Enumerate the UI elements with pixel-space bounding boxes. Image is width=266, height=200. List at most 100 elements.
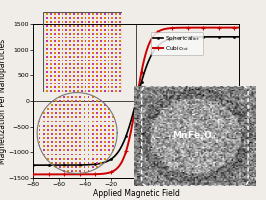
Point <box>53 47 57 51</box>
Point <box>62 99 66 102</box>
Point <box>60 82 65 85</box>
Point <box>66 153 70 156</box>
Point <box>41 145 46 148</box>
Point <box>57 47 61 51</box>
Point <box>45 112 50 115</box>
Point <box>102 74 107 77</box>
Point <box>95 13 99 16</box>
Point <box>110 28 114 31</box>
Point <box>114 86 118 89</box>
Point <box>87 36 92 39</box>
Point <box>70 153 74 156</box>
Point <box>103 149 107 152</box>
Point <box>91 70 95 74</box>
Point <box>86 124 91 127</box>
Point <box>70 149 74 152</box>
Point <box>106 20 111 24</box>
Point <box>62 120 66 123</box>
Point <box>103 103 107 107</box>
Point <box>54 161 58 164</box>
Point <box>99 153 103 156</box>
Point <box>60 13 65 16</box>
Point <box>72 90 76 93</box>
Point <box>64 59 68 62</box>
Point <box>74 128 78 131</box>
Point <box>102 44 107 47</box>
Point <box>58 153 62 156</box>
Point <box>41 59 45 62</box>
Point <box>76 63 80 66</box>
Point <box>64 47 68 51</box>
Point <box>99 112 103 115</box>
Point <box>58 161 62 164</box>
Point <box>50 107 54 111</box>
Point <box>107 132 111 135</box>
Point <box>76 51 80 54</box>
Cubic$_{tot}$ <box>32 173 35 176</box>
Point <box>102 20 107 24</box>
Point <box>76 90 80 93</box>
Point <box>76 67 80 70</box>
Point <box>49 63 53 66</box>
Point <box>60 47 65 51</box>
Point <box>45 120 50 123</box>
Point <box>45 59 49 62</box>
Point <box>57 59 61 62</box>
Point <box>99 78 103 81</box>
Point <box>102 47 107 51</box>
Point <box>99 20 103 24</box>
Point <box>110 13 114 16</box>
Point <box>58 136 62 140</box>
Point <box>86 141 91 144</box>
Point <box>90 124 95 127</box>
Point <box>60 70 65 74</box>
Point <box>78 145 82 148</box>
Point <box>58 141 62 144</box>
Point <box>41 28 45 31</box>
Point <box>49 78 53 81</box>
Point <box>64 78 68 81</box>
Point <box>49 20 53 24</box>
Point <box>99 63 103 66</box>
Point <box>78 107 82 111</box>
Point <box>54 153 58 156</box>
Point <box>95 32 99 35</box>
Point <box>38 120 42 123</box>
Point <box>66 136 70 140</box>
Point <box>95 161 99 164</box>
Point <box>54 157 58 160</box>
Point <box>80 70 84 74</box>
Point <box>99 70 103 74</box>
Point <box>50 145 54 148</box>
Point <box>91 51 95 54</box>
Point <box>90 99 95 102</box>
Spherical$_{tot}$ <box>42 164 45 166</box>
Point <box>66 145 70 148</box>
Point <box>99 86 103 89</box>
Point <box>72 36 76 39</box>
Point <box>87 74 92 77</box>
Point <box>54 141 58 144</box>
Point <box>54 132 58 135</box>
Point <box>64 70 68 74</box>
Point <box>91 59 95 62</box>
Point <box>95 28 99 31</box>
Point <box>80 17 84 20</box>
Point <box>66 99 70 102</box>
Point <box>114 20 118 24</box>
Point <box>58 107 62 111</box>
Point <box>45 136 50 140</box>
Point <box>74 95 78 98</box>
Point <box>82 95 87 98</box>
Point <box>62 136 66 140</box>
Point <box>82 145 87 148</box>
Point <box>64 74 68 77</box>
Point <box>95 82 99 85</box>
Point <box>38 124 42 127</box>
Point <box>110 20 114 24</box>
Point <box>64 36 68 39</box>
Point <box>50 120 54 123</box>
Point <box>118 28 122 31</box>
Point <box>70 103 74 107</box>
Point <box>111 141 115 144</box>
